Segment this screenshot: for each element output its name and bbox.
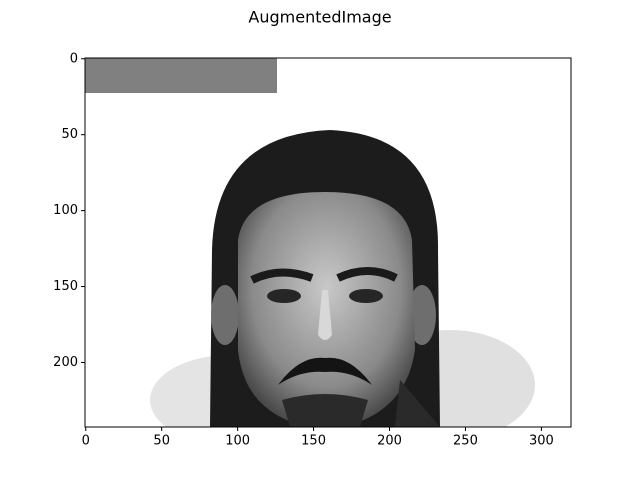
y-tick-label: 50 — [61, 127, 78, 142]
y-tick-label: 200 — [53, 355, 78, 370]
y-tick-label: 0 — [70, 51, 78, 66]
ear — [408, 285, 436, 345]
axes-frame — [84, 57, 572, 428]
eye — [267, 289, 301, 303]
mustache — [278, 357, 372, 385]
y-tick-label: 150 — [53, 279, 78, 294]
occlusion-patch — [85, 58, 277, 93]
image — [85, 58, 571, 427]
eyebrow — [250, 268, 314, 284]
ear — [211, 285, 239, 345]
x-tick-label: 150 — [301, 434, 326, 449]
beard — [282, 394, 368, 427]
eye — [349, 289, 383, 303]
chart-title: AugmentedImage — [248, 8, 391, 27]
eyebrow — [336, 267, 398, 282]
y-tick-label: 100 — [53, 203, 78, 218]
x-tick-label: 300 — [529, 434, 554, 449]
hair-strand — [395, 380, 440, 427]
x-tick-label: 0 — [82, 434, 90, 449]
nose — [318, 290, 332, 340]
x-tick-label: 100 — [225, 434, 250, 449]
x-tick-label: 50 — [153, 434, 170, 449]
ticks: 0 50 100 150 200 250 300 0 50 100 150 200 — [53, 51, 554, 448]
x-tick-label: 200 — [377, 434, 402, 449]
x-tick-label: 250 — [453, 434, 478, 449]
